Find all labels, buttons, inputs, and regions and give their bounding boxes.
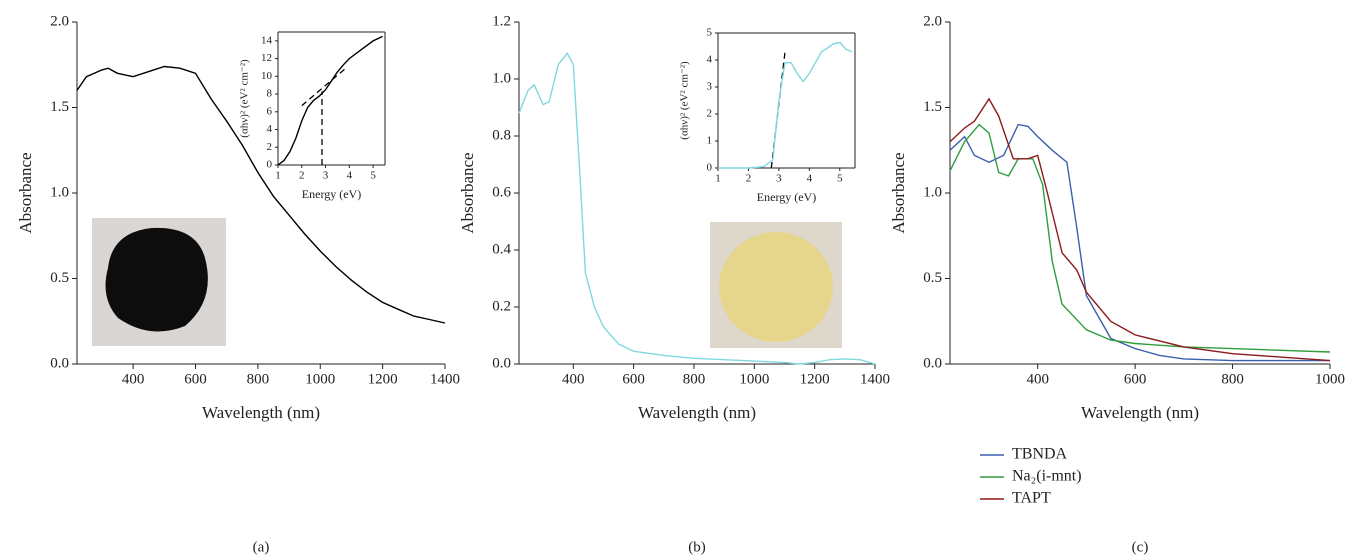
data-line — [718, 42, 852, 168]
y-tick-label: 1 — [707, 135, 713, 147]
x-tick-label: 400 — [122, 371, 145, 387]
legend-label: TAPT — [1012, 490, 1051, 507]
y-axis-label: (αhν)² (eV² cm⁻²) — [239, 59, 251, 138]
x-tick-label: 800 — [683, 371, 706, 387]
panel-label: (a) — [253, 539, 270, 555]
y-tick-label: 1.0 — [50, 184, 69, 200]
y-tick-label: 1.2 — [492, 13, 511, 29]
page: 0.00.51.01.52.0400600800100012001400Wave… — [0, 0, 1349, 560]
y-tick-label: 12 — [261, 52, 272, 64]
figure: 0.00.51.01.52.0400600800100012001400Wave… — [0, 0, 1349, 560]
x-axis-label: Wavelength (nm) — [202, 403, 320, 422]
data-line — [950, 125, 1330, 352]
y-tick-label: 4 — [707, 54, 713, 66]
y-tick-label: 2.0 — [50, 13, 69, 29]
x-tick-label: 2 — [746, 173, 752, 185]
y-tick-label: 6 — [267, 105, 273, 117]
x-axis-label: Energy (eV) — [757, 190, 816, 204]
x-tick-label: 4 — [347, 170, 353, 182]
x-axis-label: Wavelength (nm) — [638, 403, 756, 422]
y-tick-label: 0 — [267, 159, 273, 171]
x-tick-label: 4 — [807, 173, 813, 185]
y-tick-label: 5 — [707, 27, 713, 39]
y-tick-label: 0.2 — [492, 298, 511, 314]
legend-label: TBNDA — [1012, 446, 1068, 463]
x-tick-label: 2 — [299, 170, 305, 182]
data-line — [278, 36, 383, 165]
x-tick-label: 600 — [622, 371, 645, 387]
y-tick-label: 1.5 — [923, 99, 942, 115]
y-tick-label: 0.5 — [50, 270, 69, 286]
y-tick-label: 0.4 — [492, 241, 511, 257]
x-tick-label: 1400 — [430, 371, 460, 387]
x-axis-label: Wavelength (nm) — [1081, 403, 1199, 422]
x-tick-label: 800 — [1221, 371, 1244, 387]
y-tick-label: 0.0 — [50, 355, 69, 371]
x-tick-label: 3 — [776, 173, 782, 185]
panel-label: (c) — [1132, 539, 1149, 555]
data-line — [950, 99, 1330, 361]
legend-label: Na₂(i-mnt) — [1012, 468, 1082, 485]
data-line — [950, 125, 1330, 361]
x-tick-label: 400 — [1026, 371, 1049, 387]
x-tick-label: 600 — [1124, 371, 1147, 387]
y-tick-label: 2 — [267, 141, 273, 153]
guide-line — [302, 69, 345, 105]
y-axis-label: Absorbance — [458, 152, 477, 233]
x-tick-label: 5 — [837, 173, 843, 185]
y-axis-label: (αhν)² (eV² cm⁻²) — [679, 61, 691, 140]
panel-label: (b) — [688, 539, 706, 555]
x-tick-label: 3 — [323, 170, 329, 182]
x-axis-label: Energy (eV) — [302, 187, 361, 201]
y-tick-label: 8 — [267, 88, 273, 100]
black-powder — [106, 228, 208, 332]
x-tick-label: 1 — [275, 170, 281, 182]
x-tick-label: 1 — [715, 173, 721, 185]
x-tick-label: 1000 — [739, 371, 769, 387]
y-tick-label: 14 — [261, 34, 273, 46]
y-tick-label: 1.5 — [50, 99, 69, 115]
y-tick-label: 0.5 — [923, 270, 942, 286]
yellow-powder — [719, 232, 833, 342]
x-tick-label: 800 — [247, 371, 270, 387]
x-tick-label: 400 — [562, 371, 585, 387]
y-tick-label: 4 — [267, 123, 273, 135]
y-tick-label: 0.0 — [492, 355, 511, 371]
x-tick-label: 1200 — [800, 371, 830, 387]
y-tick-label: 0.6 — [492, 184, 511, 200]
y-tick-label: 0.8 — [492, 127, 511, 143]
y-tick-label: 1.0 — [492, 70, 511, 86]
y-axis-label: Absorbance — [16, 152, 35, 233]
y-tick-label: 2 — [707, 108, 713, 120]
x-tick-label: 1400 — [860, 371, 890, 387]
x-tick-label: 1200 — [368, 371, 398, 387]
x-tick-label: 5 — [370, 170, 376, 182]
y-axis-label: Absorbance — [889, 152, 908, 233]
y-tick-label: 0.0 — [923, 355, 942, 371]
y-tick-label: 2.0 — [923, 13, 942, 29]
x-tick-label: 600 — [184, 371, 207, 387]
y-tick-label: 0 — [707, 162, 713, 174]
y-tick-label: 3 — [707, 81, 713, 93]
x-tick-label: 1000 — [305, 371, 335, 387]
y-tick-label: 1.0 — [923, 184, 942, 200]
x-tick-label: 1000 — [1315, 371, 1345, 387]
y-tick-label: 10 — [261, 70, 273, 82]
